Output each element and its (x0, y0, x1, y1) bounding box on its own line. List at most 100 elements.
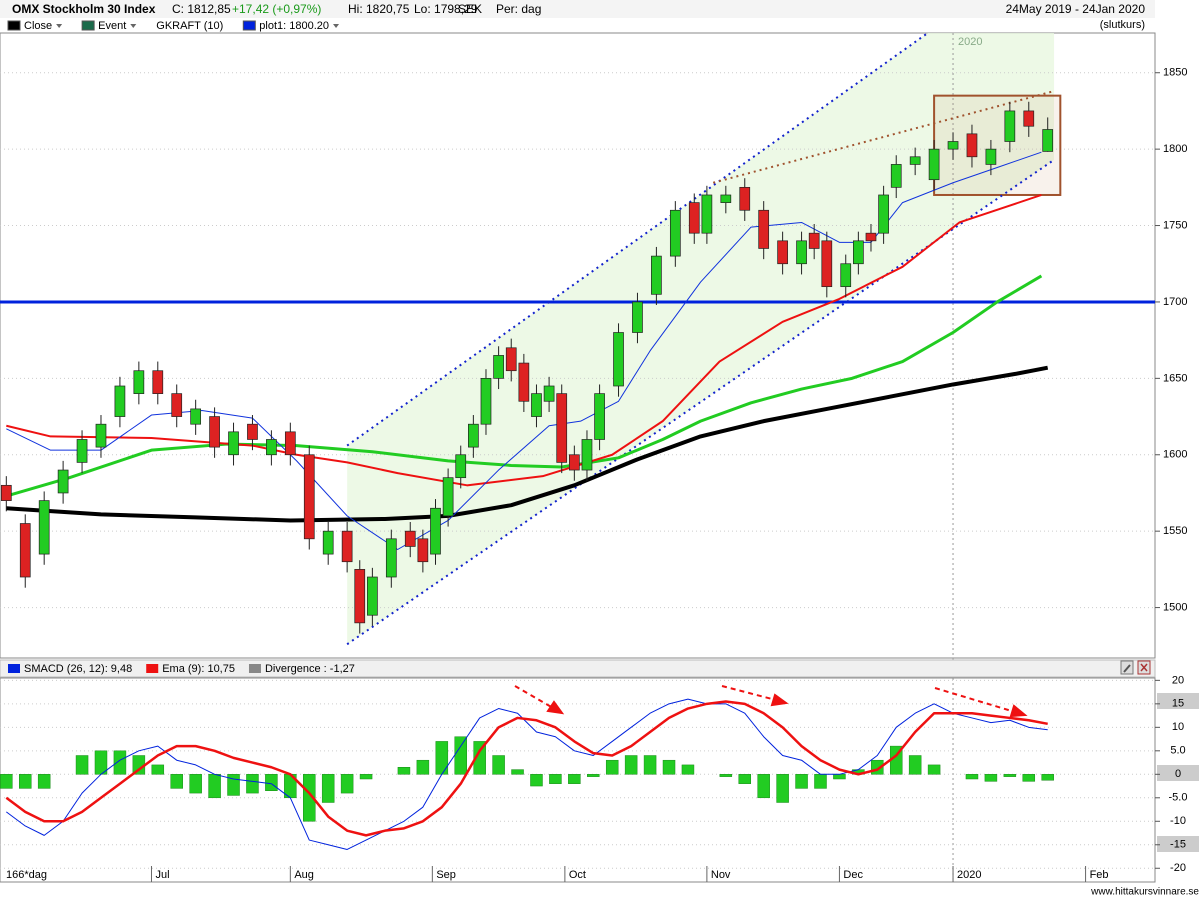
y-tick-label: 0 (1175, 768, 1181, 780)
histogram-bar (208, 774, 221, 799)
x-tick-label: 2020 (957, 869, 981, 881)
main-frame (0, 32, 1156, 659)
histogram-bar (340, 774, 354, 794)
histogram-bar (908, 755, 922, 775)
legend-swatch (248, 664, 261, 673)
candle-body (354, 569, 366, 624)
header-bar (0, 0, 1155, 18)
candle-body (114, 385, 126, 417)
high-value: Hi: 1820,75 (348, 2, 410, 16)
y-tick-label: 10 (1172, 721, 1184, 733)
candle-body (890, 164, 902, 188)
candle-body (322, 530, 334, 555)
histogram-bar (738, 774, 752, 784)
y-tick-label: -20 (1170, 862, 1186, 874)
y-tick-label: 1550 (1163, 525, 1187, 537)
candle-body (442, 477, 454, 517)
candle-body (493, 355, 504, 379)
candle-body (385, 538, 397, 578)
candle-body (404, 530, 416, 547)
histogram-bar (435, 741, 449, 775)
period: Per: dag (496, 2, 541, 16)
trend-arrows (514, 685, 1028, 718)
tick-box (1157, 765, 1199, 781)
histogram-bar (18, 774, 32, 789)
histogram-bar (681, 764, 695, 775)
arrow (721, 685, 777, 701)
legend-label: plot1: 1800.20 (259, 20, 329, 32)
candle-body (651, 255, 662, 295)
candle-body (947, 141, 959, 150)
candle-body (531, 393, 542, 417)
candle-body (777, 240, 788, 265)
candle-body (518, 362, 530, 402)
candle-body (928, 148, 940, 181)
legend-dropdown (56, 24, 63, 28)
histogram-bar (416, 759, 430, 775)
candle-body (821, 240, 833, 288)
trendline (712, 90, 1055, 184)
arrow (514, 685, 554, 709)
histogram-bar (189, 774, 202, 794)
histogram-bar (0, 774, 13, 789)
candle-body (556, 393, 568, 463)
histogram-bar (303, 774, 316, 822)
candle-body (568, 454, 580, 471)
legend-label: Ema (9): 10,75 (162, 663, 235, 675)
candle-body (1042, 129, 1054, 152)
candle-body (266, 439, 277, 456)
candle-body (303, 454, 315, 540)
candle-body (758, 209, 770, 249)
candle-body (739, 186, 751, 211)
candle-body (417, 538, 429, 563)
y-tick-label: 20 (1172, 674, 1184, 686)
main-panel: 1500 1550 1600 1650 1700 1750 1800 1850 2020 (0, 32, 1187, 882)
candle-body (701, 194, 713, 234)
low-value: Lo: 1798,29 (414, 2, 478, 16)
y-tick-label: 1600 (1163, 449, 1187, 461)
histogram-bar (170, 774, 183, 789)
candle-body (878, 194, 889, 234)
y-tick-label: 1850 (1163, 67, 1187, 79)
histogram-bar (549, 774, 562, 784)
macd-panel: 20 15 10 5.0 0 -5.0 -10 -15 -20 Jul Aug Sep Oct Nov De… (0, 674, 1187, 882)
candle-body (1004, 110, 1016, 142)
tick-box (1157, 693, 1199, 709)
candle-body (594, 393, 605, 440)
candle-body (228, 431, 239, 456)
arrow (934, 687, 1016, 713)
legend-swatch (242, 20, 256, 31)
legend-swatch (7, 20, 21, 31)
histogram-bar (1041, 774, 1054, 781)
candle-body (209, 416, 220, 448)
settings-icon (1123, 664, 1131, 673)
histogram-bar (662, 759, 676, 775)
footer: www.hittakursvinnare.se (1090, 887, 1199, 898)
histogram-bar (151, 764, 165, 775)
candle-body (95, 423, 107, 448)
candle-body (367, 576, 378, 616)
candle-body (720, 194, 732, 203)
y-tick-label: 1650 (1163, 372, 1187, 384)
histogram-bar (530, 774, 543, 787)
y-tick-label: 15 (1172, 698, 1184, 710)
histogram-bar (473, 741, 486, 775)
candle-body (966, 133, 978, 158)
histogram-bar (1003, 774, 1017, 777)
candle-body (909, 156, 921, 165)
candle-body (688, 202, 700, 234)
moving-average (6, 365, 1049, 523)
y-tick-label: 1750 (1163, 219, 1187, 231)
legend-swatch (8, 664, 20, 673)
histogram-bar (833, 774, 846, 780)
tick-box (1157, 836, 1199, 852)
histogram-bar (624, 755, 638, 775)
candle-body (0, 484, 12, 501)
period-label: 166*dag (6, 869, 47, 881)
histogram-bar (757, 774, 770, 799)
histogram-bar (113, 750, 127, 775)
candle-body (430, 507, 441, 555)
histogram-bar (1022, 774, 1036, 782)
arrow-head (546, 700, 565, 715)
